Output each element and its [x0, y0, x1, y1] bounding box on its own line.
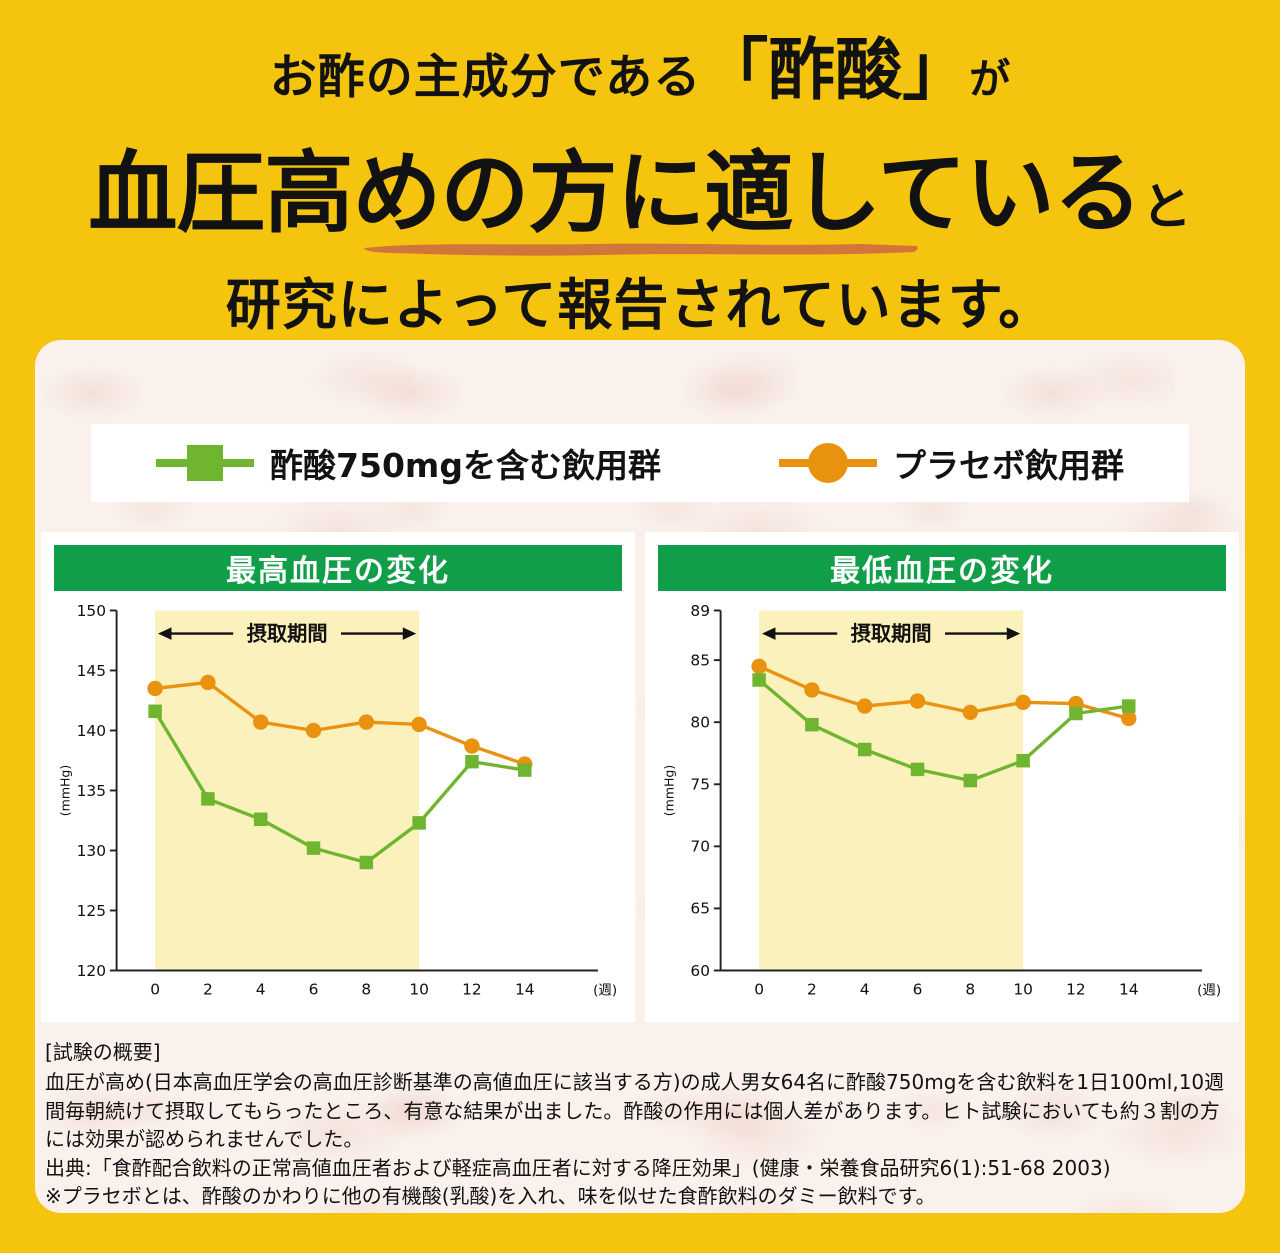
- svg-text:6: 6: [309, 981, 319, 999]
- chart-panel-systolic: 最高血圧の変化 摂取期間 120 125 130 135 140 145 150 0 2 4 6 8 10…: [41, 532, 635, 1022]
- orange-circle-marker-icon: [778, 442, 877, 484]
- charts-row: 最高血圧の変化 摂取期間 120 125 130 135 140 145 150 0 2 4 6 8 10…: [35, 532, 1245, 1022]
- svg-text:140: 140: [77, 722, 106, 740]
- svg-text:75: 75: [690, 776, 710, 794]
- svg-text:(mmHg): (mmHg): [57, 765, 72, 816]
- headline-line2-main: 血圧高めの方に適している: [88, 141, 1142, 245]
- footnote-heading: [試験の概要]: [45, 1040, 161, 1064]
- legend-item-placebo: プラセボ飲用群: [778, 439, 1124, 487]
- svg-text:(週): (週): [593, 983, 617, 999]
- headline-line1-bracket: 「酢酸」: [701, 31, 970, 109]
- headline-line1: お酢の主成分である 「酢酸」 が: [270, 16, 1011, 113]
- headline-line2-suffix: と: [1141, 178, 1192, 236]
- chart-title-diastolic: 最低血圧の変化: [658, 545, 1226, 591]
- content-area: 酢酸750mgを含む飲用群 プラセボ飲用群 最高血圧の変化 摂取期間 120 125…: [35, 340, 1245, 1213]
- svg-text:4: 4: [256, 981, 266, 999]
- svg-text:60: 60: [690, 962, 710, 980]
- svg-text:摂取期間: 摂取期間: [247, 621, 328, 645]
- chart-panel-diastolic: 最低血圧の変化 摂取期間 60 65 70 75 80 85 89 0 2 4 6 8 10 12 14 (週)…: [645, 532, 1239, 1022]
- green-square-marker-icon: [156, 442, 255, 484]
- footnote-source: 出典:「食酢配合飲料の正常高値血圧者および軽症高血圧者に対する降圧効果」(健康・…: [45, 1155, 1111, 1180]
- study-footnotes: [試験の概要] 血圧が高め(日本高血圧学会の高血圧診断基準の高値血圧に該当する方…: [45, 1038, 1235, 1210]
- svg-text:135: 135: [77, 782, 106, 800]
- svg-text:120: 120: [77, 962, 106, 980]
- svg-text:150: 150: [77, 602, 106, 620]
- legend-label-placebo: プラセボ飲用群: [892, 446, 1124, 485]
- svg-text:12: 12: [462, 981, 482, 999]
- headline-line1-pre: お酢の主成分である: [269, 50, 702, 105]
- legend-item-acetic: 酢酸750mgを含む飲用群: [156, 439, 661, 487]
- chart-legend: 酢酸750mgを含む飲用群 プラセボ飲用群: [91, 424, 1189, 502]
- svg-text:14: 14: [1119, 981, 1139, 999]
- svg-text:85: 85: [690, 651, 710, 669]
- diastolic-line-chart: 摂取期間 60 65 70 75 80 85 89 0 2 4 6 8 10 12 14 (週) (mmHg): [658, 597, 1226, 1009]
- svg-text:14: 14: [515, 981, 535, 999]
- headline-line3: 研究によって報告されています。: [225, 273, 1055, 337]
- svg-text:10: 10: [409, 981, 429, 999]
- brush-stroke-underline: [364, 243, 918, 256]
- svg-text:8: 8: [361, 981, 371, 999]
- svg-text:70: 70: [690, 838, 710, 856]
- footnote-placebo-note: ※プラセボとは、酢酸のかわりに他の有機酸(乳酸)を入れ、味を似せた食酢飲料のダミ…: [45, 1183, 936, 1208]
- systolic-line-chart: 摂取期間 120 125 130 135 140 145 150 0 2 4 6 8 10 12 14 (週) (…: [54, 597, 622, 1009]
- footnote-body: 血圧が高め(日本高血圧学会の高血圧診断基準の高値血圧に該当する方)の成人男女64…: [45, 1070, 1225, 1152]
- svg-text:(週): (週): [1197, 983, 1221, 999]
- chart-title-systolic: 最高血圧の変化: [54, 545, 622, 591]
- svg-text:0: 0: [150, 981, 160, 999]
- header-banner: お酢の主成分である 「酢酸」 が 血圧高めの方に適している と 研究によって報告…: [0, 0, 1280, 340]
- svg-text:89: 89: [690, 602, 710, 620]
- svg-text:130: 130: [77, 842, 106, 860]
- svg-text:80: 80: [690, 714, 710, 732]
- svg-text:8: 8: [965, 981, 975, 999]
- svg-text:摂取期間: 摂取期間: [851, 621, 932, 645]
- headline-line1-post: が: [969, 55, 1011, 103]
- svg-text:(mmHg): (mmHg): [661, 765, 676, 816]
- svg-text:2: 2: [807, 981, 817, 999]
- svg-text:0: 0: [754, 981, 764, 999]
- svg-text:10: 10: [1013, 981, 1033, 999]
- svg-text:2: 2: [203, 981, 213, 999]
- legend-label-acetic: 酢酸750mgを含む飲用群: [270, 446, 661, 485]
- svg-text:125: 125: [77, 902, 106, 920]
- svg-text:6: 6: [913, 981, 923, 999]
- svg-text:12: 12: [1066, 981, 1086, 999]
- svg-text:65: 65: [690, 900, 710, 918]
- svg-text:145: 145: [77, 662, 106, 680]
- headline-line2: 血圧高めの方に適している と: [88, 121, 1191, 250]
- svg-text:4: 4: [860, 981, 870, 999]
